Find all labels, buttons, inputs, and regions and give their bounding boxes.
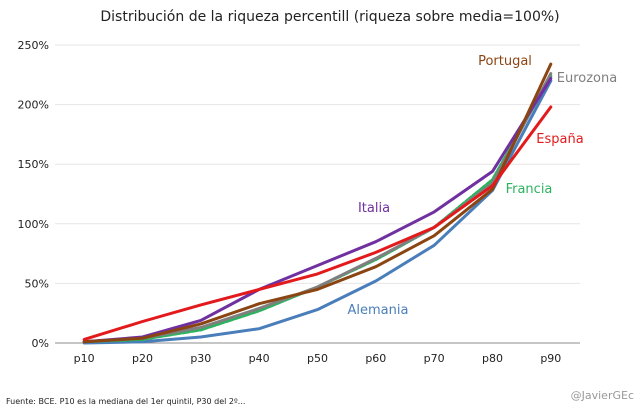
series-label-espana: España [536, 132, 583, 147]
series-label-eurozona: Eurozona [557, 71, 617, 86]
series-line-espana [82, 105, 553, 341]
y-tick-label: 0% [32, 337, 49, 350]
series-label-portugal: Portugal [478, 54, 532, 69]
x-tick-label: p90 [540, 352, 561, 365]
x-tick-label: p30 [190, 352, 211, 365]
series-labels: Alemania Francia Eurozona Italia Portugal Esp… [348, 54, 618, 318]
chart-title: Distribución de la riqueza percentill (r… [100, 9, 559, 25]
y-tick-label: 100% [18, 218, 49, 231]
y-tick-label: 150% [18, 158, 49, 171]
y-tick-label: 200% [18, 99, 49, 112]
x-tick-label: p60 [365, 352, 386, 365]
x-axis-ticks: p10 p20 p30 p40 p50 p60 p70 p80 p90 [74, 352, 562, 365]
y-gridlines [55, 44, 580, 284]
series-label-alemania: Alemania [348, 303, 409, 318]
y-axis-ticks: 0% 50% 100% 150% 200% 250% [18, 39, 49, 350]
x-tick-label: p50 [307, 352, 328, 365]
x-tick-label: p20 [132, 352, 153, 365]
series-line-eurozona [82, 72, 553, 344]
y-tick-label: 50% [25, 277, 49, 290]
series-label-francia: Francia [506, 182, 553, 197]
x-tick-label: p80 [482, 352, 503, 365]
source-footnote: Fuente: BCE. P10 es la mediana del 1er q… [6, 397, 245, 406]
series-lines [82, 62, 553, 345]
series-line-alemania [82, 79, 553, 345]
y-tick-label: 250% [18, 39, 49, 52]
x-tick-label: p40 [249, 352, 270, 365]
series-line-italia [82, 76, 553, 344]
author-credit: @JavierGEc [571, 389, 634, 402]
series-line-portugal [82, 62, 553, 344]
series-label-italia: Italia [358, 201, 390, 216]
x-tick-label: p70 [424, 352, 445, 365]
x-tick-label: p10 [74, 352, 95, 365]
series-line-francia [82, 74, 553, 344]
